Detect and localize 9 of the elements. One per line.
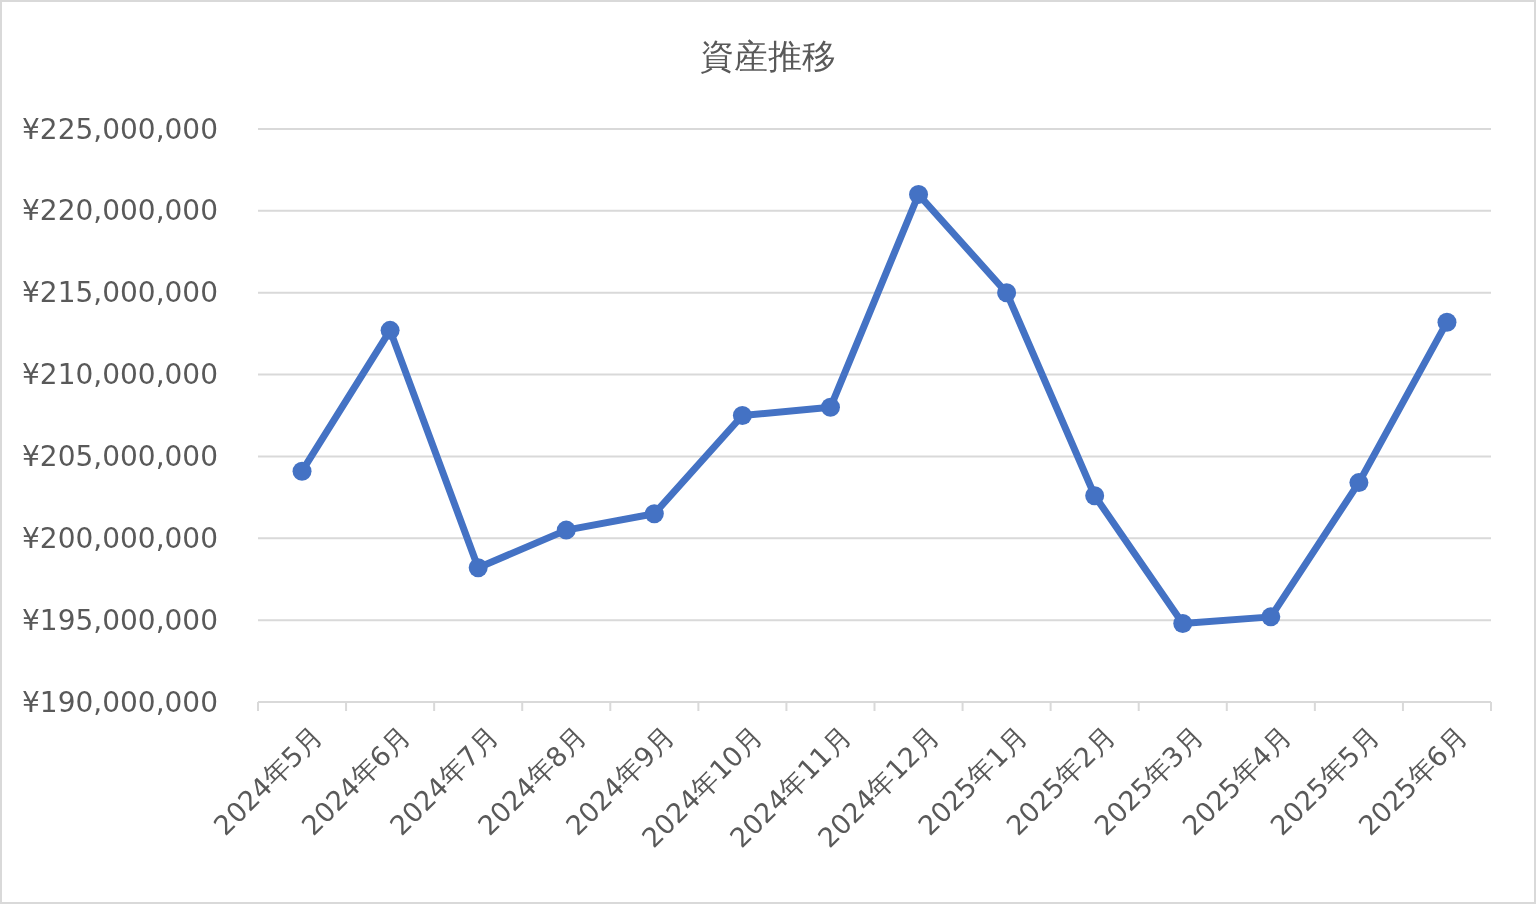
ytick: ¥215,000,000 xyxy=(22,276,218,310)
ytick: ¥205,000,000 xyxy=(22,439,218,473)
ytick: ¥220,000,000 xyxy=(22,194,218,228)
ytick: ¥195,000,000 xyxy=(22,603,218,637)
title: 資産推移 xyxy=(700,36,836,76)
ytick: ¥200,000,000 xyxy=(22,521,218,555)
ytick: ¥210,000,000 xyxy=(22,358,218,392)
ytick: ¥190,000,000 xyxy=(22,685,218,719)
ytick: ¥225,000,000 xyxy=(22,112,218,146)
